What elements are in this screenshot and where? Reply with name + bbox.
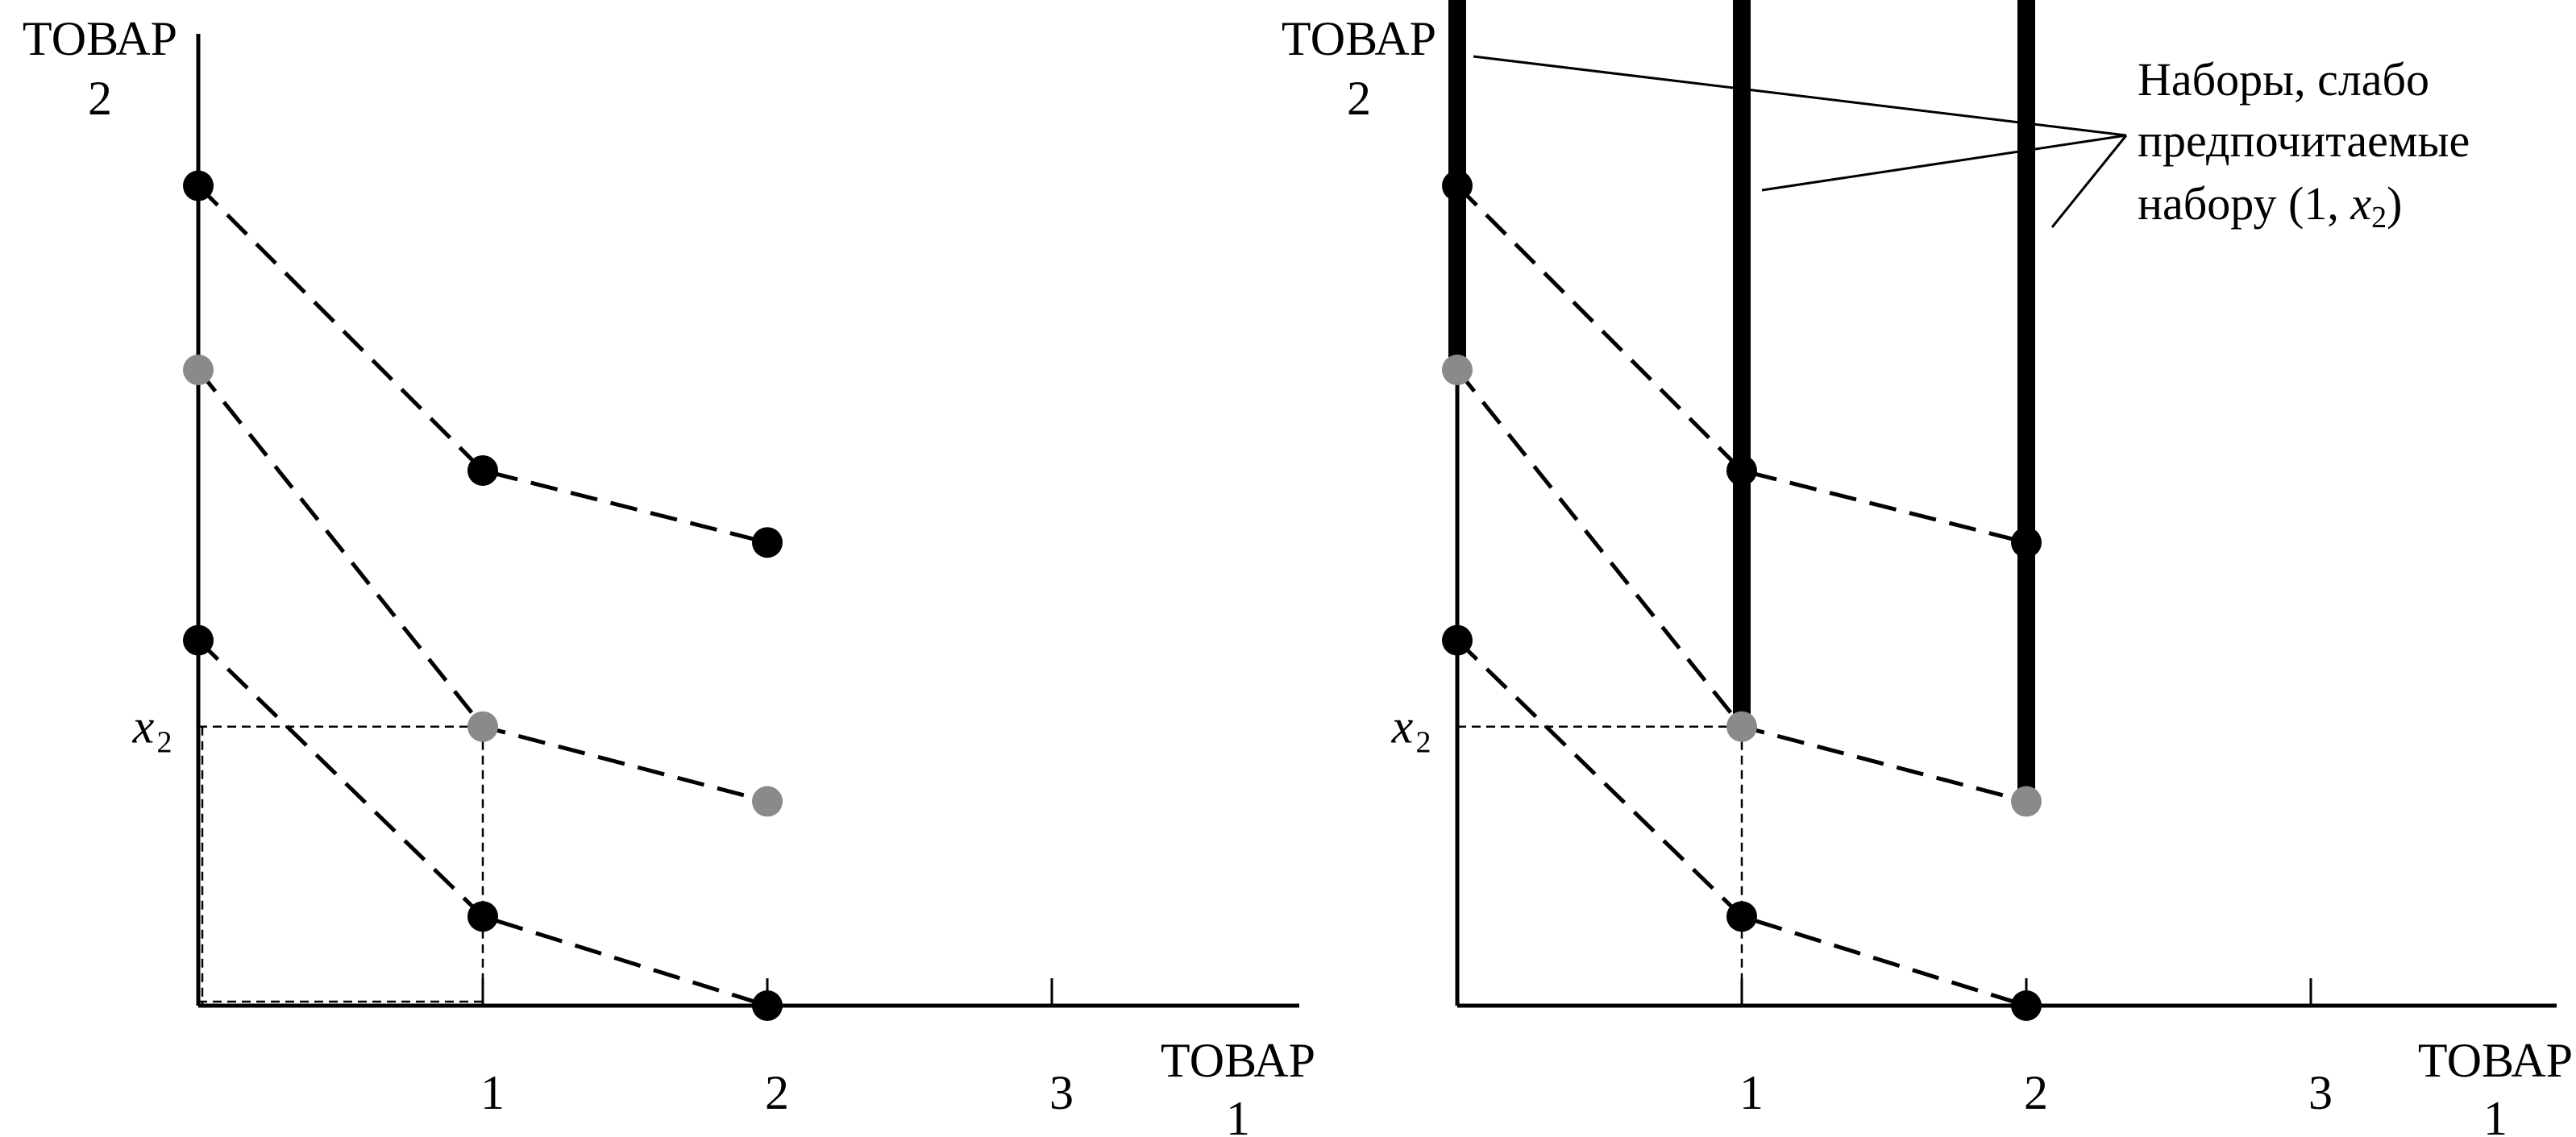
x-tick-label: 2 [2024,1066,2048,1119]
x-tick-label: 1 [480,1066,505,1119]
gray-bundle-point [183,355,214,386]
x2-subscript: 2 [157,726,172,760]
annotation-leader [1473,55,2127,137]
annotation-line: предпочитаемые [2138,114,2470,167]
x-tick-label: 1 [1739,1066,1764,1119]
gray-bundle-point [1726,711,1757,742]
x-tick-label: 2 [765,1066,789,1119]
black-bundle-point [467,454,498,486]
x-tick-label: 3 [2308,1066,2333,1119]
black-bundle-point [183,170,214,201]
x2-label: x [132,700,155,753]
x-tick-label: 3 [1049,1066,1074,1119]
gray-bundle-point [1442,355,1473,386]
black-bundle-point [752,527,783,558]
black-bundle-point [2011,990,2042,1021]
x2-subscript: 2 [1416,726,1431,760]
y-axis-label: 2 [1347,72,1371,125]
black-bundle-point [752,990,783,1021]
gray-bundle-point [467,711,498,742]
x-axis-label: ТОВАР [2418,1034,2573,1087]
black-bundle-point [1726,454,1757,486]
indifference-curve [1456,184,2027,545]
x-axis-label: 1 [1226,1092,1250,1137]
gray-bundle-point [752,786,783,817]
black-bundle-point [1442,625,1473,656]
gray-bundle-point [2011,786,2042,817]
x-axis-label: 1 [2483,1092,2507,1137]
y-axis-label: ТОВАР [23,12,177,65]
black-bundle-point [1442,170,1473,201]
y-axis-label: ТОВАР [1282,12,1436,65]
annotation-line: Наборы, слабо [2138,53,2429,106]
black-bundle-point [2011,527,2042,558]
annotation-leader [2050,135,2128,228]
x-axis-label: ТОВАР [1161,1034,1315,1087]
black-bundle-point [1726,901,1757,932]
indifference-curve [197,184,768,545]
black-bundle-point [183,625,214,656]
annotation-leader [1761,134,2127,192]
annotation-line: набору (1, x2) [2138,177,2402,234]
black-bundle-point [467,901,498,932]
y-axis-label: 2 [88,72,112,125]
x2-label: x [1391,700,1414,753]
